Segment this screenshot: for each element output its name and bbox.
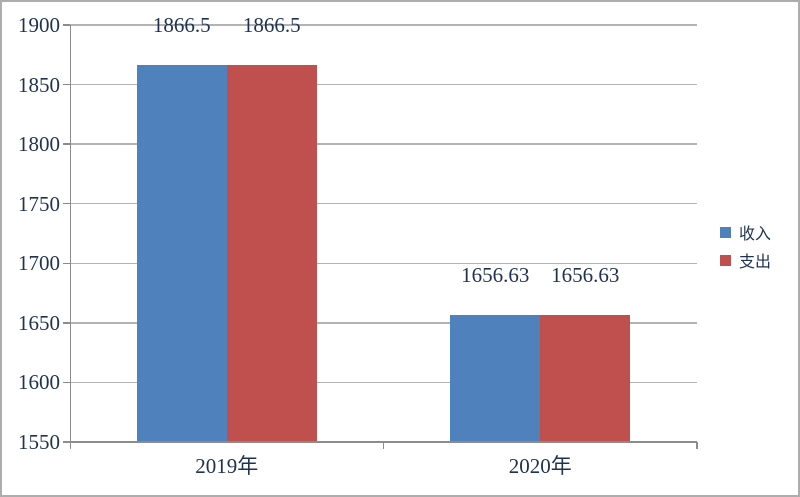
gridline xyxy=(70,24,697,26)
y-axis-tick-label: 1550 xyxy=(18,430,60,454)
legend-item: 支出 xyxy=(720,246,771,274)
y-axis-tick-label: 1600 xyxy=(18,370,60,395)
x-axis-category-label: 2019年 xyxy=(195,454,259,478)
y-axis-tick xyxy=(63,83,70,86)
y-axis-tick xyxy=(63,322,70,324)
data-label: 1866.5 xyxy=(152,12,211,37)
y-axis-tick-label: 1800 xyxy=(18,132,60,157)
gridline xyxy=(70,83,697,86)
y-axis-tick-label: 1650 xyxy=(18,310,60,335)
legend-swatch-icon xyxy=(720,254,731,266)
y-axis-tick xyxy=(63,441,70,443)
legend-item: 收入 xyxy=(720,218,771,246)
gridline xyxy=(70,322,697,324)
y-axis-tick xyxy=(63,24,70,26)
data-label: 1656.63 xyxy=(551,262,620,287)
y-axis-tick-label: 1750 xyxy=(18,191,60,216)
bar-收入-2019年 xyxy=(136,64,227,442)
gridline xyxy=(70,262,697,265)
legend-label: 收入 xyxy=(739,226,772,243)
gridline xyxy=(70,202,697,205)
bar-收入-2020年 xyxy=(450,314,541,442)
y-axis-tick xyxy=(63,202,70,205)
y-axis-line xyxy=(69,25,71,449)
y-axis-tick xyxy=(63,143,70,145)
data-label: 1656.63 xyxy=(461,262,530,287)
x-axis-tick xyxy=(382,442,385,449)
y-axis-tick-label: 1900 xyxy=(18,13,60,37)
y-axis-tick-label: 1850 xyxy=(18,72,60,97)
bar-支出-2019年 xyxy=(226,64,317,442)
y-axis-tick-label: 1700 xyxy=(18,251,60,276)
y-axis-tick xyxy=(63,381,70,384)
data-label: 1866.5 xyxy=(242,12,301,37)
gridline xyxy=(70,143,697,145)
bar-支出-2020年 xyxy=(540,314,631,442)
x-axis-tick xyxy=(696,442,698,449)
y-axis-tick xyxy=(63,262,70,265)
legend-swatch-icon xyxy=(720,226,731,238)
chart-legend: 收入 支出 xyxy=(720,218,771,274)
legend-label: 支出 xyxy=(739,254,772,271)
gridline xyxy=(70,381,697,384)
x-axis-category-label: 2020年 xyxy=(508,454,572,478)
